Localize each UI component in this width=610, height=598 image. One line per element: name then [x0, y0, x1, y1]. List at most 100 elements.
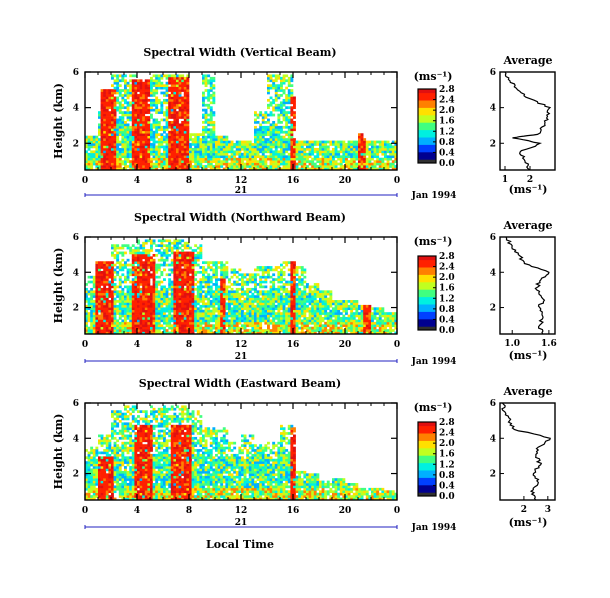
heatmap-cell: [126, 113, 130, 117]
heatmap-cell: [287, 292, 291, 296]
heatmap-cell: [105, 321, 109, 325]
heatmap-cell: [324, 157, 328, 161]
heatmap-cell: [116, 167, 120, 171]
heatmap-cell: [238, 287, 242, 291]
heatmap-cell: [295, 147, 299, 151]
heatmap-cell: [360, 147, 364, 151]
heatmap-cell: [105, 128, 109, 132]
heatmap-cell: [142, 307, 146, 311]
heatmap-cell: [90, 307, 94, 311]
heatmap-cell: [176, 302, 179, 306]
heatmap-cell: [181, 165, 185, 168]
heatmap-cell: [170, 94, 174, 97]
heatmap-cell: [228, 307, 231, 311]
heatmap-cell: [126, 133, 130, 136]
heatmap-cell: [183, 326, 187, 330]
heatmap-cell: [241, 319, 244, 323]
heatmap-cell: [168, 319, 172, 323]
heatmap-cell: [95, 304, 99, 308]
heatmap-cell: [124, 261, 127, 264]
heatmap-cell: [254, 125, 257, 129]
heatmap-cell: [150, 287, 153, 291]
heatmap-cell: [290, 278, 294, 281]
heatmap-cell: [251, 295, 255, 298]
colorbar-segment: [418, 135, 436, 138]
heatmap-cell: [144, 317, 148, 320]
heatmap-cell: [176, 239, 179, 243]
colorbar-tick-label: 0.8: [439, 138, 455, 148]
heatmap-cell: [139, 113, 143, 117]
heatmap-cell: [186, 280, 190, 284]
heatmap-cell: [124, 275, 127, 279]
heatmap-cell: [199, 317, 203, 320]
heatmap-cell: [170, 280, 174, 284]
heatmap-cell: [176, 138, 179, 141]
heatmap-cell: [126, 103, 130, 107]
heatmap-cell: [100, 162, 104, 166]
heatmap-cell: [131, 121, 135, 124]
heatmap-cell: [259, 162, 263, 166]
heatmap-cell: [103, 285, 107, 289]
heatmap-cell: [92, 312, 96, 315]
heatmap-cell: [261, 297, 265, 301]
heatmap-cell: [306, 165, 309, 168]
heatmap-cell: [95, 162, 99, 166]
heatmap-cell: [285, 165, 289, 168]
heatmap-cell: [230, 297, 234, 301]
heatmap-cell: [267, 143, 270, 146]
heatmap-cell: [165, 138, 169, 141]
heatmap-cell: [118, 121, 122, 124]
heatmap-cell: [293, 283, 296, 286]
heatmap-cell: [269, 152, 273, 156]
heatmap-cell: [100, 263, 104, 267]
heatmap-cell: [339, 155, 343, 159]
heatmap-cell: [137, 246, 140, 250]
heatmap-cell: [209, 165, 213, 168]
heatmap-cell: [319, 140, 322, 144]
heatmap-cell: [207, 89, 211, 92]
heatmap-cell: [103, 314, 107, 318]
heatmap-cell: [295, 278, 299, 281]
heatmap-cell: [152, 130, 156, 134]
heatmap-cell: [321, 145, 325, 149]
heatmap-cell: [254, 317, 257, 320]
heatmap-cell: [355, 157, 359, 161]
heatmap-cell: [134, 81, 138, 85]
heatmap-cell: [233, 292, 237, 296]
heatmap-cell: [142, 94, 146, 97]
heatmap-cell: [191, 278, 195, 281]
heatmap-cell: [389, 143, 393, 146]
heatmap-cell: [160, 239, 164, 243]
heatmap-cell: [199, 278, 203, 281]
heatmap-cell: [196, 147, 200, 151]
colorbar-frame: [417, 88, 437, 164]
heatmap-cell: [298, 304, 302, 308]
heatmap-cell: [207, 128, 211, 132]
heatmap-cell: [131, 329, 135, 332]
heatmap-cell: [337, 145, 341, 149]
heatmap-cell: [303, 295, 307, 298]
heatmap-cell: [178, 157, 182, 161]
heatmap-cell: [209, 86, 213, 90]
heatmap-cell: [124, 150, 127, 154]
heatmap-cell: [365, 160, 369, 163]
heatmap-cell: [129, 150, 133, 154]
heatmap-cell: [269, 133, 273, 136]
heatmap-cell: [126, 123, 130, 127]
heatmap-cell: [118, 312, 122, 315]
heatmap-cell: [168, 287, 172, 291]
heatmap-cell: [202, 273, 205, 277]
heatmap-cell: [157, 292, 161, 296]
heatmap-cell: [139, 89, 143, 92]
heatmap-cell: [113, 150, 117, 154]
heatmap-cell: [129, 152, 133, 156]
heatmap-cell: [256, 309, 260, 313]
heatmap-cell: [170, 283, 174, 286]
heatmap-cell: [113, 160, 117, 163]
heatmap-cell: [155, 297, 159, 301]
heatmap-cell: [269, 150, 273, 154]
heatmap-cell: [144, 239, 148, 243]
heatmap-cell: [274, 143, 278, 146]
heatmap-cell: [300, 140, 304, 144]
heatmap-cell: [150, 116, 153, 119]
